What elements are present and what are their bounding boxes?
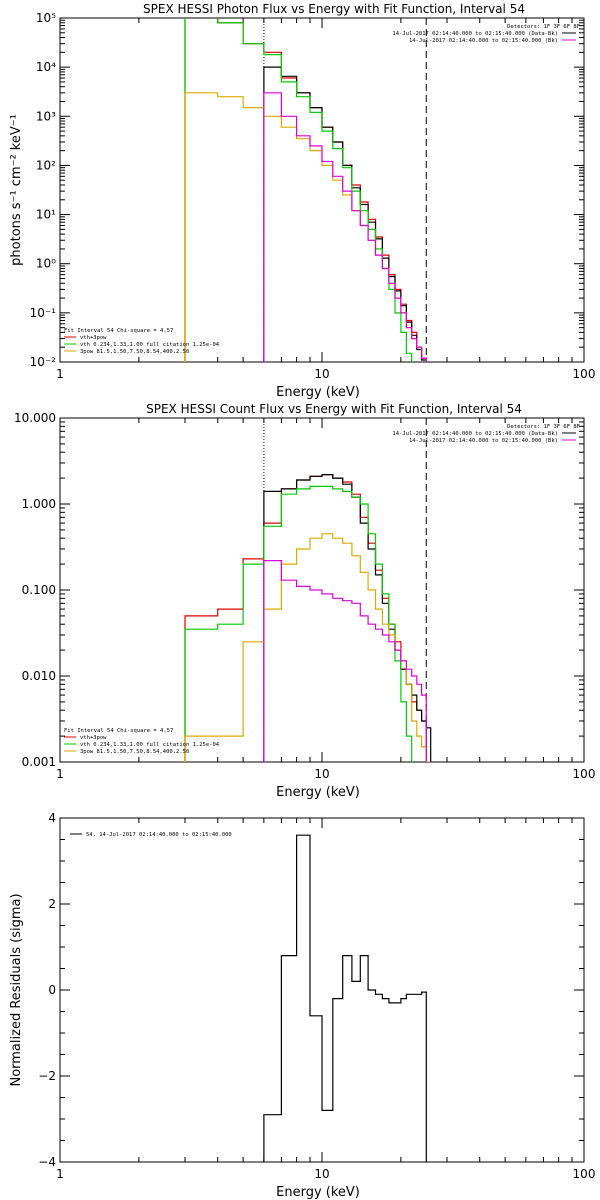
legend-label: vth+3pow	[80, 735, 107, 741]
x-axis-label: Energy (keV)	[276, 1185, 360, 1200]
series-line-1	[184, 474, 427, 762]
x-tick-label: 100	[573, 1167, 596, 1181]
legend-label: vth+3pow	[80, 335, 107, 341]
series-line-1	[184, 18, 427, 362]
series-line-3	[184, 485, 413, 762]
y-tick-label: 10⁻¹	[30, 306, 57, 320]
x-tick-label: 1	[56, 367, 64, 381]
legend-label: 14-Jul-2017 02:14:40.000 to 02:15:40.000…	[392, 31, 558, 37]
legend-legend_top_left: 54. 14-Jul-2017 02:14:40.000 to 02:15:40…	[70, 832, 232, 838]
series-group	[263, 834, 427, 1162]
x-tick-label: 1	[56, 1167, 64, 1181]
y-tick-label: 1.000	[22, 497, 56, 511]
x-tick-label: 100	[573, 767, 596, 781]
y-tick-label: 10⁵	[36, 11, 56, 25]
y-tick-label: −2	[38, 1069, 56, 1083]
series-line-2	[263, 474, 432, 762]
y-tick-label: 10¹	[36, 208, 56, 222]
legend-header: Fit Interval 54 Chi-square = 4.57	[64, 328, 173, 334]
y-axis-label: photons s⁻¹ cm⁻² keV⁻¹	[9, 114, 24, 266]
series-line-3	[184, 18, 413, 362]
y-tick-label: 10.000	[14, 411, 56, 425]
y-tick-label: 4	[48, 811, 56, 825]
y-tick-label: 0.001	[22, 755, 56, 769]
series-group	[184, 18, 427, 362]
legend-label: vth 0.234,1.33,1.00 full citation 1.25e-…	[80, 742, 220, 748]
legend-header: Detectors: 1F 3F 6F 8F	[507, 424, 580, 430]
y-tick-label: −4	[38, 1155, 56, 1169]
legend-label: 3pow 81.5,1.50,7.50,8.54,400,2.50	[80, 749, 189, 755]
legend-label: 54. 14-Jul-2017 02:14:40.000 to 02:15:40…	[86, 832, 232, 838]
legend-header: Detectors: 1F 3F 6F 8F	[507, 24, 580, 30]
y-tick-label: 10³	[36, 109, 56, 123]
legend-legend_bottom_left: Fit Interval 54 Chi-square = 4.57vth+3po…	[64, 328, 220, 355]
y-tick-label: 10⁰	[36, 257, 56, 271]
y-tick-label: 0.100	[22, 583, 56, 597]
chart-panel-3: 1 10 100 −4 −2 0 2 4 Energy (keV) Normalized Resi…	[9, 811, 595, 1200]
x-axis-label: Energy (keV)	[276, 785, 360, 800]
y-axis-label: Normalized Residuals (sigma)	[9, 893, 24, 1086]
chart-panel-1: SPEX HESSI Photon Flux vs Energy with Fi…	[9, 2, 595, 400]
series-group	[184, 474, 432, 762]
x-tick-label: 10	[314, 767, 329, 781]
plot-frame	[59, 17, 585, 363]
legend-label: 14-Jul-2017 02:14:40.000 to 02:15:40.000…	[392, 431, 558, 437]
chart-title: SPEX HESSI Photon Flux vs Energy with Fi…	[143, 2, 525, 16]
series-line-1	[263, 834, 427, 1162]
series-line-4	[184, 533, 431, 762]
x-axis-label: Energy (keV)	[276, 385, 360, 400]
y-tick-label: 10²	[36, 158, 56, 172]
legend-header: Fit Interval 54 Chi-square = 4.57	[64, 728, 173, 734]
legend-legend_bottom_left: Fit Interval 54 Chi-square = 4.57vth+3po…	[64, 728, 220, 755]
y-tick-label: 10⁻²	[30, 355, 57, 369]
series-line-2	[263, 66, 427, 362]
legend-label: 3pow 81.5,1.50,7.50,8.54,400,2.50	[80, 349, 189, 355]
x-tick-label: 100	[573, 367, 596, 381]
y-tick-label: 0.010	[22, 669, 56, 683]
y-tick-label: 10⁴	[36, 60, 56, 74]
chart-panel-2: SPEX HESSI Count Flux vs Energy with Fit…	[14, 402, 595, 800]
legend-label: vth 0.234,1.33,1.00 full citation 1.25e-…	[80, 342, 220, 348]
y-tick-label: 0	[48, 983, 56, 997]
legend-label: 14-Jul-2017 02:14:40.000 to 02:15:40.000…	[409, 38, 558, 44]
series-line-4	[184, 92, 427, 362]
y-tick-label: 2	[48, 897, 56, 911]
x-tick-label: 10	[314, 1167, 329, 1181]
legend-label: 14-Jul-2017 02:14:40.000 to 02:15:40.000…	[409, 438, 558, 444]
series-line-5	[263, 560, 427, 762]
chart-title: SPEX HESSI Count Flux vs Energy with Fit…	[146, 402, 522, 416]
x-tick-label: 1	[56, 767, 64, 781]
series-line-5	[263, 92, 427, 362]
x-tick-label: 10	[314, 367, 329, 381]
